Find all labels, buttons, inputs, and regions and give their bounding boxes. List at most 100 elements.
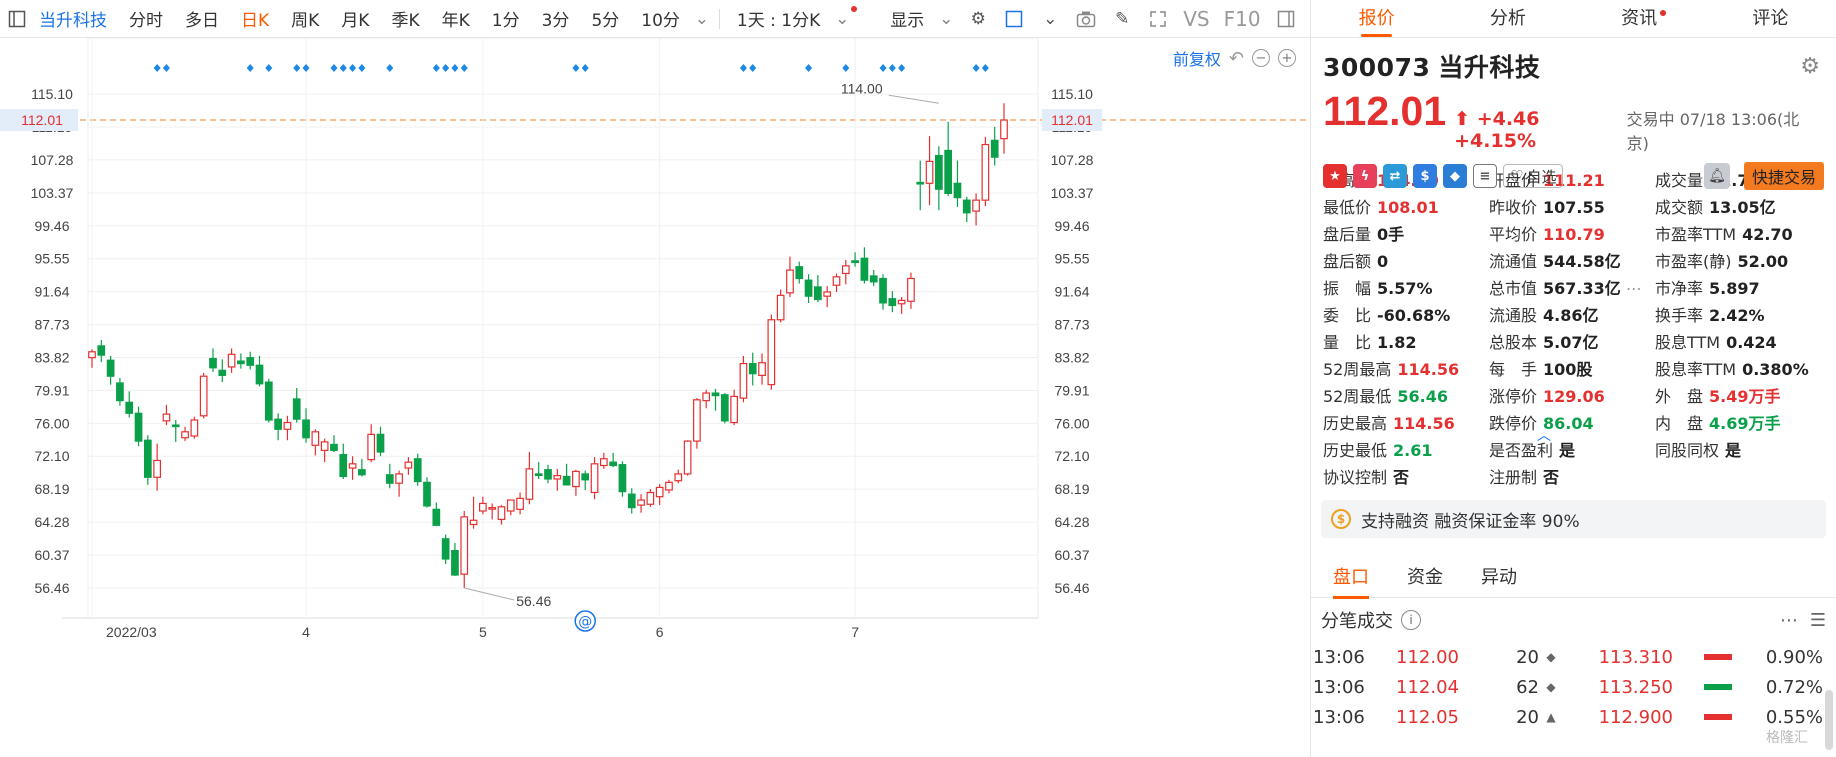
event-marker[interactable] (265, 64, 273, 72)
candle[interactable] (953, 160, 962, 207)
candle[interactable] (544, 464, 552, 484)
event-marker[interactable] (805, 64, 813, 72)
undo-icon[interactable]: ↶ (1228, 47, 1244, 69)
candle[interactable] (879, 274, 887, 310)
period-tab-9[interactable]: 5分 (591, 11, 620, 31)
candle[interactable] (665, 479, 673, 494)
event-marker[interactable] (972, 64, 980, 72)
period-tab-5[interactable]: 季K (391, 11, 420, 31)
candle[interactable] (674, 469, 683, 484)
candle[interactable] (358, 458, 366, 477)
event-marker[interactable] (293, 64, 301, 72)
chevron-down-icon[interactable]: ⌄ (831, 5, 858, 30)
candle[interactable] (869, 270, 878, 287)
event-marker[interactable] (349, 64, 357, 72)
candle[interactable] (134, 406, 143, 447)
candle[interactable] (720, 393, 729, 424)
more-icon[interactable]: ⋯ (1779, 609, 1798, 631)
pencil-icon[interactable]: ✎ (1115, 8, 1130, 29)
candle[interactable] (618, 461, 627, 497)
event-marker[interactable] (842, 64, 850, 72)
candle[interactable] (888, 291, 897, 313)
event-marker[interactable] (739, 64, 747, 72)
candle[interactable] (237, 353, 245, 369)
event-marker[interactable] (432, 64, 440, 72)
bell-icon[interactable]: 🔔︎ (1703, 163, 1730, 189)
candle[interactable] (339, 443, 348, 479)
candle[interactable] (190, 416, 199, 439)
candle[interactable] (143, 435, 152, 485)
f10-button[interactable]: F10 (1223, 6, 1261, 31)
vs-button[interactable]: VS (1183, 6, 1210, 31)
chevron-down-icon[interactable]: ⌄ (694, 8, 710, 29)
event-marker[interactable] (581, 64, 589, 72)
shuffle-icon[interactable]: ⇄ (1383, 164, 1407, 188)
event-marker[interactable] (981, 64, 989, 72)
candle[interactable] (572, 469, 580, 496)
candle[interactable] (125, 391, 134, 418)
candle[interactable] (562, 463, 571, 486)
fire-icon[interactable]: ϟ (1353, 164, 1377, 188)
candlestick-chart[interactable]: 115.10115.10111.19111.19107.28107.28103.… (0, 38, 1310, 757)
candle[interactable] (274, 413, 282, 441)
candle[interactable] (683, 440, 692, 476)
sidebar-toggle-icon[interactable] (6, 8, 28, 30)
info-icon[interactable]: i (1401, 610, 1421, 630)
candle[interactable] (264, 378, 273, 423)
event-marker[interactable] (386, 64, 394, 72)
candle[interactable] (227, 348, 236, 373)
add-watchlist-button[interactable]: ♡ 自选 (1503, 164, 1564, 188)
tag-icon[interactable]: ◆ (1443, 164, 1467, 188)
event-marker[interactable] (246, 64, 254, 72)
candle[interactable] (944, 121, 953, 196)
event-marker[interactable] (888, 64, 896, 72)
tab-fund-flow[interactable]: 资金 (1407, 566, 1443, 588)
candle[interactable] (153, 443, 161, 491)
candle[interactable] (804, 274, 813, 303)
period-tab-1[interactable]: 多日 (185, 11, 219, 31)
tab-anomaly[interactable]: 异动 (1481, 566, 1517, 588)
candle[interactable] (655, 484, 664, 506)
event-marker[interactable] (302, 64, 310, 72)
tab-analysis[interactable]: 分析 (1489, 8, 1526, 29)
candle[interactable] (199, 372, 208, 419)
candle[interactable] (292, 388, 301, 423)
event-marker[interactable] (442, 64, 450, 72)
settings-gear-icon[interactable]: ⚙ (970, 8, 986, 29)
candle[interactable] (767, 314, 776, 390)
event-marker[interactable] (451, 64, 459, 72)
tab-quote[interactable]: 报价 (1311, 0, 1442, 37)
event-marker[interactable] (358, 64, 366, 72)
candle[interactable] (488, 503, 497, 520)
candle[interactable] (311, 429, 320, 456)
candle[interactable] (497, 505, 506, 525)
candle[interactable] (814, 275, 822, 303)
camera-icon[interactable] (1075, 8, 1097, 30)
candle[interactable] (841, 259, 850, 285)
interval-select[interactable]: 1天 : 1分K (736, 11, 821, 31)
quick-trade-button[interactable]: 快捷交易 (1743, 162, 1824, 190)
tab-order-book[interactable]: 盘口 (1333, 558, 1369, 599)
stock-name-tab[interactable]: 当升科技 (39, 11, 107, 31)
candle[interactable] (1000, 103, 1008, 154)
candle[interactable] (925, 136, 934, 206)
candle[interactable] (385, 463, 394, 489)
candle[interactable] (218, 359, 227, 383)
period-tab-3[interactable]: 周K (291, 11, 320, 31)
period-tab-0[interactable]: 分时 (129, 11, 163, 31)
kline-chart-area[interactable]: 115.10115.10111.19111.19107.28107.28103.… (0, 38, 1310, 757)
fullscreen-icon[interactable] (1147, 8, 1169, 30)
candle[interactable] (795, 261, 804, 284)
candle[interactable] (553, 468, 562, 491)
candle[interactable] (758, 353, 766, 385)
candle[interactable] (413, 453, 422, 486)
candle[interactable] (171, 420, 180, 442)
candle[interactable] (981, 136, 990, 207)
period-tab-8[interactable]: 3分 (541, 11, 570, 31)
candle[interactable] (832, 273, 841, 292)
settings-gear-icon[interactable]: ⚙ (1800, 54, 1820, 79)
period-tab-4[interactable]: 月K (341, 11, 370, 31)
display-menu[interactable]: 显示 (890, 11, 925, 31)
period-tab-10[interactable]: 10分 (641, 11, 680, 31)
at-icon[interactable]: @ (574, 610, 596, 632)
